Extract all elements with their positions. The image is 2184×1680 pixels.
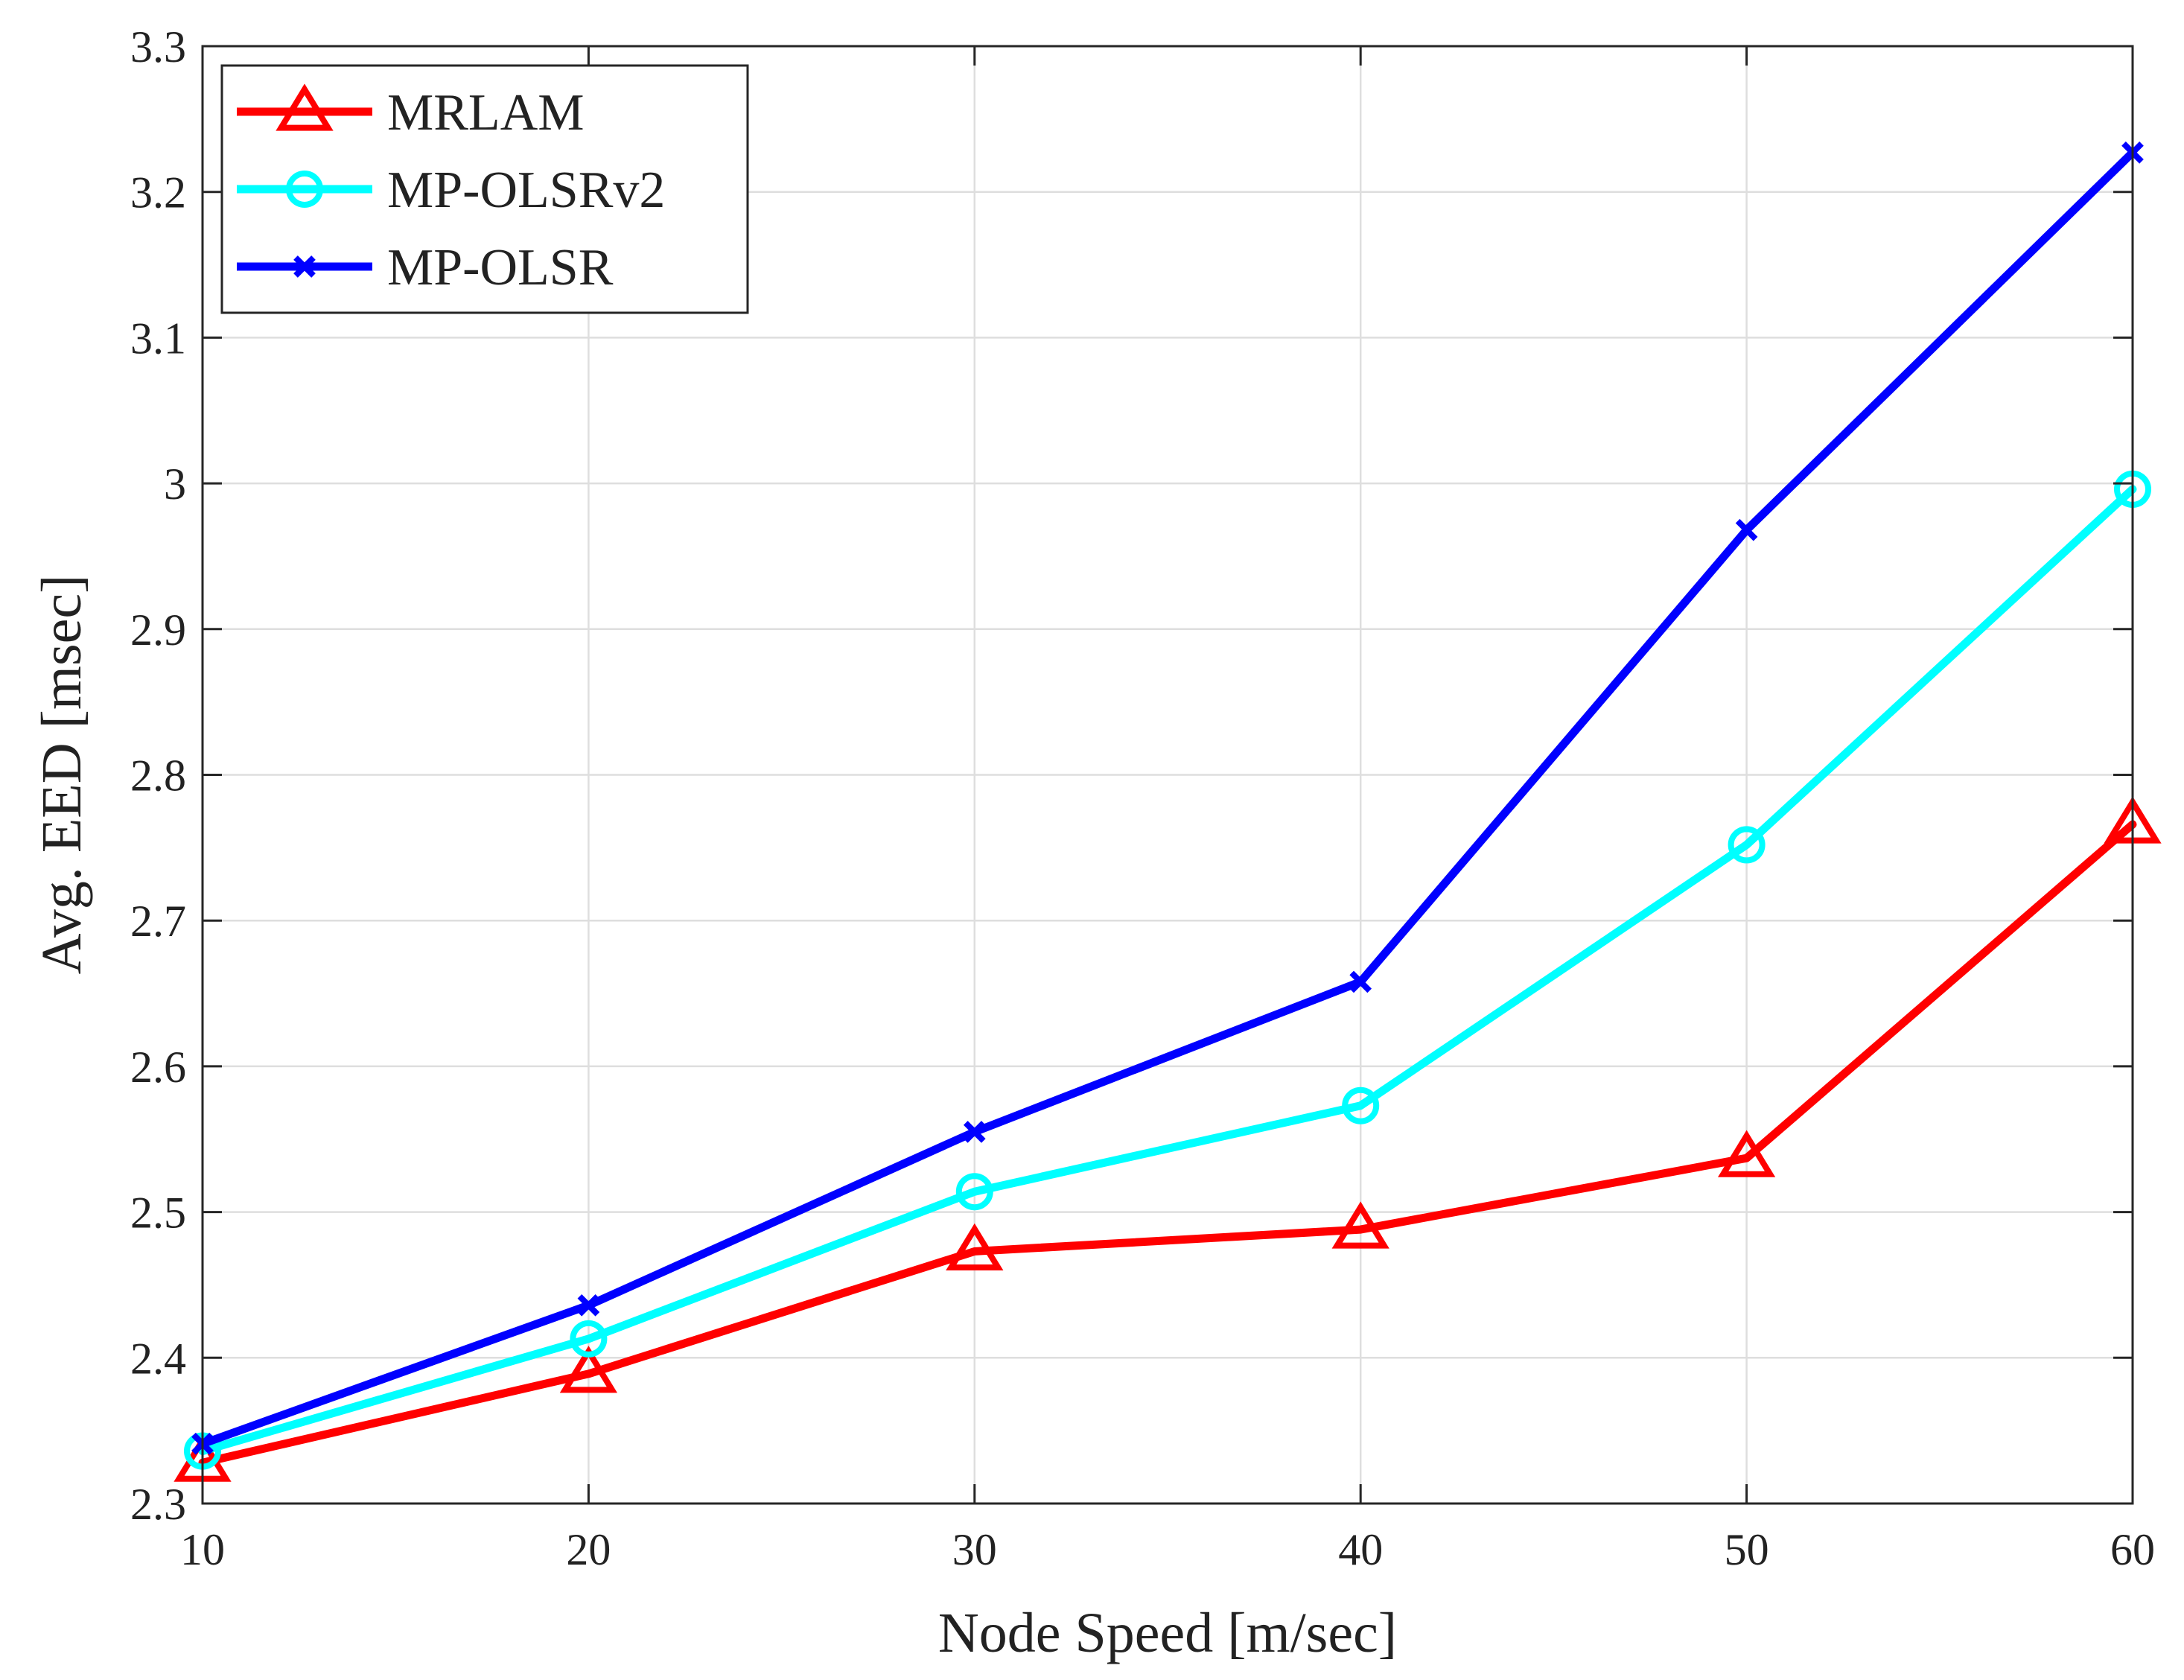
series-line <box>198 485 2137 1456</box>
y-tick-label: 3.2 <box>130 168 186 217</box>
y-tick-label: 2.6 <box>130 1043 186 1092</box>
data-point <box>946 1223 1004 1271</box>
data-point <box>1728 826 1766 864</box>
data-point <box>577 1294 600 1317</box>
data-point <box>955 1173 993 1211</box>
y-tick-label: 3 <box>164 459 186 509</box>
y-tick-label: 2.9 <box>130 605 186 655</box>
legend-entry: MP-OLSR <box>237 239 614 296</box>
y-tick-label: 2.7 <box>130 897 186 946</box>
data-point <box>1342 1086 1380 1124</box>
tick-labels: 10 20 30 40 50 60 2.3 2.4 2.5 2.6 2.7 2.8 2.9 3 3.1 3.2… <box>130 22 2155 1574</box>
data-point <box>559 1346 618 1393</box>
x-tick-label: 40 <box>1338 1525 1383 1574</box>
y-tick-label: 2.4 <box>130 1334 186 1383</box>
legend-label: MP-OLSR <box>387 239 614 296</box>
x-tick-label: 50 <box>1725 1525 1769 1574</box>
legend-label: MP-OLSRv2 <box>387 162 665 219</box>
series-layer <box>173 141 2162 1482</box>
y-tick-label: 2.5 <box>130 1189 186 1238</box>
data-point <box>1331 1201 1389 1249</box>
series-line <box>198 148 2137 1448</box>
x-tick-label: 20 <box>566 1525 611 1574</box>
legend-entry: MP-OLSRv2 <box>237 162 665 219</box>
legend-entry: MRLAM <box>237 83 584 141</box>
y-tick-label: 3.3 <box>130 22 186 71</box>
legend-marker <box>293 255 316 278</box>
data-point <box>1349 970 1372 993</box>
x-tick-label: 10 <box>180 1525 225 1574</box>
legend-label: MRLAM <box>387 84 584 141</box>
series-mp-olsr <box>191 141 2144 1455</box>
data-point <box>1717 1130 1776 1177</box>
data-point <box>1735 518 1758 541</box>
ticks <box>201 45 2134 1505</box>
data-point <box>963 1121 986 1143</box>
y-tick-label: 2.8 <box>130 751 186 801</box>
legend: MRLAM MP-OLSRv2 MP-OLSR <box>220 64 749 314</box>
x-tick-label: 30 <box>952 1525 997 1574</box>
legend-marker <box>286 171 323 208</box>
legend-marker <box>276 83 334 131</box>
x-axis-label: Node Speed [m/sec] <box>938 1602 1397 1664</box>
y-tick-label: 3.1 <box>130 314 186 363</box>
data-point <box>570 1320 608 1358</box>
x-tick-label: 60 <box>2110 1525 2155 1574</box>
y-tick-label: 2.3 <box>130 1480 186 1529</box>
y-axis-label: Avg. EED [msec] <box>31 575 93 975</box>
series-line <box>198 820 2137 1467</box>
